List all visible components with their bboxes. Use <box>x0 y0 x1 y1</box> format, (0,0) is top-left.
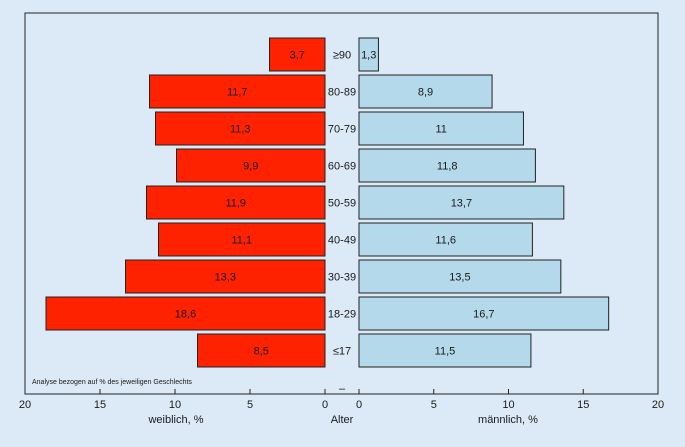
age-category-label: ≥90 <box>333 50 351 62</box>
female-value-label: 11,9 <box>225 198 246 210</box>
male-value-label: 1,3 <box>361 50 376 62</box>
male-bar <box>358 185 565 220</box>
female-bars: 3,7 11,7 11,3 9,9 11,9 11,1 13,3 18,6 8,5 <box>45 37 326 368</box>
female-value-label: 11,1 <box>231 235 252 247</box>
female-bar <box>269 37 326 72</box>
male-value-label: 11,8 <box>437 161 458 173</box>
right-tick-label: 10 <box>502 399 514 411</box>
left-axis-label: weiblich, % <box>147 414 203 426</box>
male-value-label: 11,5 <box>435 346 456 358</box>
age-category-label: 50-59 <box>328 198 356 210</box>
female-bar <box>45 296 326 331</box>
left-tick-label: 0 <box>322 399 328 411</box>
age-category-labels: ≥90 80-89 70-79 60-69 50-59 40-49 30-39 18-29 ≤1… <box>328 50 356 358</box>
male-value-label: 13,5 <box>449 272 470 284</box>
male-value-label: 16,7 <box>473 309 494 321</box>
male-value-label: 8,9 <box>418 87 433 99</box>
female-bar <box>146 185 326 220</box>
right-tick-label: 0 <box>356 399 362 411</box>
male-value-label: 11 <box>436 124 447 136</box>
female-value-label: 8,5 <box>254 346 269 358</box>
right-tick-label: 5 <box>431 399 437 411</box>
left-tick-label: 5 <box>247 399 253 411</box>
age-category-label: 80-89 <box>328 87 356 99</box>
male-value-label: 13,7 <box>451 198 472 210</box>
female-bar <box>125 259 326 294</box>
male-bar <box>358 259 562 294</box>
right-axis-label: männlich, % <box>478 414 538 426</box>
female-value-label: 13,3 <box>215 272 236 284</box>
age-category-label: 30-39 <box>328 272 356 284</box>
female-value-label: 9,9 <box>243 161 258 173</box>
female-value-label: 11,3 <box>230 124 251 136</box>
female-value-label: 11,7 <box>227 87 248 99</box>
male-bar <box>358 333 532 368</box>
right-tick-label: 20 <box>652 399 664 411</box>
age-category-label: 40-49 <box>328 235 356 247</box>
male-bar <box>358 111 524 146</box>
male-bar <box>358 37 379 72</box>
female-bar <box>158 222 326 257</box>
age-category-label: 60-69 <box>328 161 356 173</box>
female-bar <box>149 74 326 109</box>
male-bar <box>358 222 533 257</box>
female-bar <box>155 111 326 146</box>
male-bar <box>358 148 536 183</box>
right-tick-label: 15 <box>577 399 589 411</box>
center-axis-label: Alter <box>331 414 354 426</box>
age-category-label: 18-29 <box>328 309 356 321</box>
female-bar <box>197 333 326 368</box>
age-category-label: ≤17 <box>333 346 351 358</box>
left-tick-label: 20 <box>19 399 31 411</box>
male-value-label: 11,6 <box>435 235 456 247</box>
female-bar <box>176 148 326 183</box>
left-tick-label: 10 <box>169 399 181 411</box>
male-bar <box>358 296 610 331</box>
male-bars: 1,3 8,9 11 11,8 13,7 11,6 13,5 16,7 11,5 <box>358 37 610 368</box>
chart-note: Analyse bezogen auf % des jeweiligen Ges… <box>32 379 192 386</box>
female-value-label: 18,6 <box>175 309 196 321</box>
age-category-label: 70-79 <box>328 124 356 136</box>
female-value-label: 3,7 <box>290 50 305 62</box>
center-dash: – <box>339 383 346 395</box>
axis-ticks: 20 15 10 5 0 0 5 10 15 20 <box>19 389 664 411</box>
male-bar <box>358 74 493 109</box>
left-tick-label: 15 <box>94 399 106 411</box>
